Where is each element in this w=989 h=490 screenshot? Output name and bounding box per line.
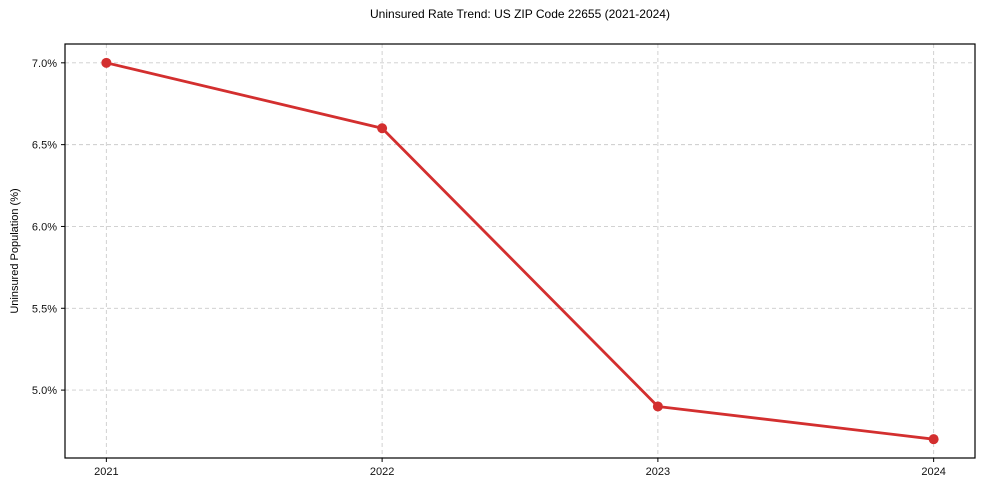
y-tick-label: 6.5%: [32, 140, 57, 152]
data-point-marker: [101, 57, 112, 68]
data-point-marker: [928, 434, 939, 445]
x-tick-label: 2022: [370, 466, 394, 478]
data-point-marker: [377, 123, 388, 134]
x-tick-label: 2024: [921, 466, 945, 478]
y-tick-label: 5.0%: [32, 385, 57, 397]
x-tick-label: 2021: [94, 466, 118, 478]
x-tick-label: 2023: [646, 466, 670, 478]
chart-title: Uninsured Rate Trend: US ZIP Code 22655 …: [370, 7, 670, 21]
y-tick-label: 7.0%: [32, 58, 57, 70]
plot-frame: [64, 43, 976, 459]
y-tick-label: 5.5%: [32, 303, 57, 315]
trend-line: [104, 61, 936, 441]
y-tick-label: 6.0%: [32, 221, 57, 233]
data-point-marker: [652, 401, 663, 412]
